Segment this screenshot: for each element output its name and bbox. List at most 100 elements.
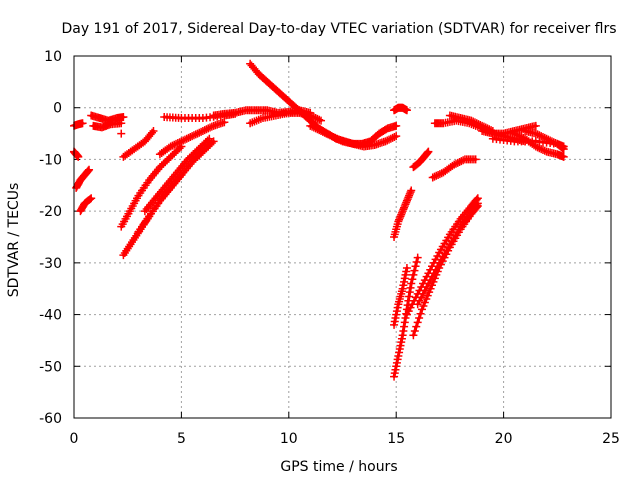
- data-point: [415, 296, 424, 305]
- data-point: [78, 119, 87, 128]
- data-point: [410, 326, 419, 335]
- series-arc-33: [521, 126, 568, 154]
- data-point: [329, 133, 338, 142]
- data-point: [416, 309, 425, 318]
- data-point: [164, 154, 173, 163]
- data-point: [409, 331, 418, 340]
- data-point: [188, 132, 197, 141]
- data-point: [189, 131, 198, 140]
- series-arc-8: [119, 126, 158, 161]
- series-arc-22: [390, 264, 411, 329]
- data-point: [428, 281, 436, 290]
- series-arc-13: [155, 118, 229, 159]
- series-arc-20: [390, 186, 416, 241]
- data-point: [517, 133, 526, 142]
- data-point: [411, 262, 420, 271]
- series-arc-12: [140, 134, 214, 216]
- data-point: [161, 158, 170, 167]
- data-point: [175, 138, 184, 147]
- data-point: [172, 139, 181, 148]
- data-point: [180, 135, 189, 144]
- series-arc-3: [72, 165, 94, 192]
- data-point: [195, 128, 204, 137]
- data-point: [402, 310, 411, 319]
- data-point: [317, 116, 326, 125]
- data-point: [155, 163, 164, 172]
- data-point: [318, 127, 327, 136]
- data-point: [428, 173, 437, 182]
- data-point: [473, 201, 482, 210]
- data-point: [558, 144, 567, 153]
- y-axis-label: SDTVAR / TECUs: [6, 183, 22, 298]
- data-point: [183, 155, 192, 164]
- data-point: [204, 124, 213, 133]
- data-point: [392, 121, 401, 130]
- data-point: [547, 137, 556, 146]
- data-point: [425, 288, 434, 297]
- series-arc-9: [117, 142, 186, 231]
- data-point: [472, 203, 481, 212]
- data-point: [315, 115, 324, 124]
- data-point: [85, 165, 94, 174]
- data-point: [333, 134, 342, 143]
- data-point: [473, 194, 482, 203]
- data-point: [172, 147, 181, 156]
- data-point: [187, 151, 196, 160]
- data-point: [413, 253, 422, 262]
- data-point: [451, 159, 460, 168]
- series-arc-32: [510, 129, 568, 161]
- data-point: [474, 120, 483, 129]
- data-point: [198, 126, 207, 135]
- data-point: [201, 138, 210, 147]
- data-point: [386, 134, 395, 143]
- data-point: [324, 130, 333, 139]
- data-point: [531, 121, 540, 130]
- chart-title: Day 191 of 2017, Sidereal Day-to-day VTE…: [61, 21, 616, 37]
- series-arc-26: [409, 147, 433, 172]
- data-point: [434, 170, 443, 179]
- data-point: [426, 276, 435, 285]
- data-point: [430, 172, 439, 181]
- data-point: [86, 195, 95, 204]
- data-point: [419, 289, 428, 298]
- data-point: [157, 161, 166, 170]
- data-point: [538, 145, 547, 154]
- data-point: [412, 257, 421, 266]
- data-point: [197, 127, 206, 136]
- data-point: [459, 156, 468, 165]
- data-point: [179, 136, 188, 145]
- data-point: [185, 153, 194, 162]
- data-point: [166, 142, 175, 151]
- series-arc-19: [390, 103, 411, 115]
- data-point: [388, 133, 397, 142]
- data-point: [317, 126, 326, 135]
- series-arc-17: [246, 108, 326, 128]
- data-point: [413, 300, 422, 309]
- data-point: [406, 303, 415, 312]
- data-point: [413, 318, 422, 327]
- y-tick-label: -60: [39, 411, 62, 427]
- data-point: [220, 118, 229, 127]
- data-point: [320, 128, 329, 137]
- data-point: [170, 149, 179, 158]
- data-point: [196, 143, 205, 152]
- data-point: [313, 125, 322, 134]
- x-tick-label: 10: [280, 431, 298, 447]
- data-point: [407, 279, 416, 288]
- data-point: [422, 282, 431, 291]
- data-point: [417, 305, 426, 314]
- data-point: [515, 132, 524, 141]
- data-point: [207, 139, 216, 148]
- data-point: [417, 293, 426, 302]
- data-point: [308, 122, 317, 131]
- data-point: [457, 157, 466, 166]
- data-point: [544, 135, 553, 144]
- data-point: [407, 186, 416, 195]
- data-point: [513, 131, 522, 140]
- y-tick-label: 10: [44, 49, 62, 65]
- data-point: [163, 156, 172, 165]
- series-arc-7: [117, 129, 126, 138]
- data-point: [404, 307, 413, 316]
